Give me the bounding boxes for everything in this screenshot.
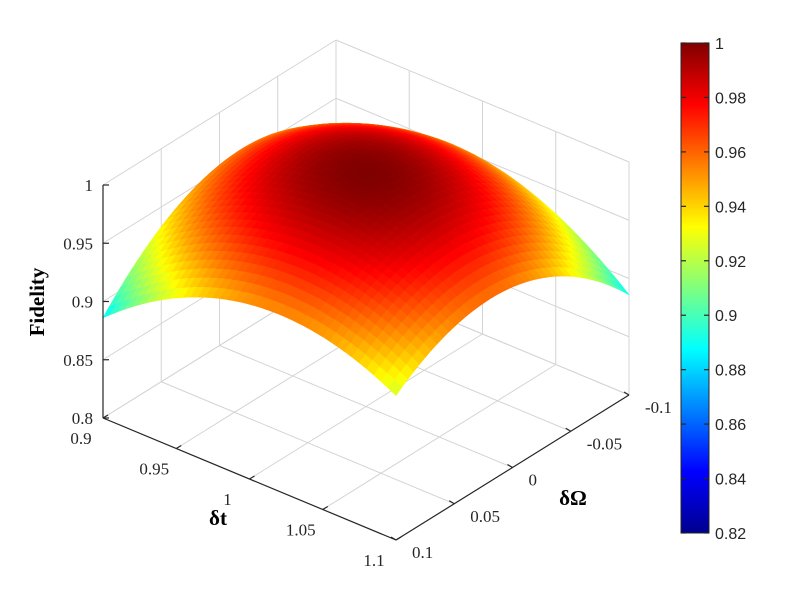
colorbar-gradient — [680, 42, 710, 534]
colorbar-tick-label: 0.96 — [715, 145, 746, 162]
colorbar-tick-label: 0.88 — [715, 363, 746, 380]
z-tick-label: 0.85 — [63, 351, 93, 370]
y-tick-mark — [390, 536, 397, 541]
colorbar-tick-label: 0.82 — [715, 526, 746, 543]
z-tick-label: 1 — [85, 176, 94, 195]
floor-gridline — [161, 381, 455, 505]
floor-gridline — [219, 345, 513, 468]
wall-gridline — [102, 39, 337, 186]
x-tick-label: 0.95 — [139, 460, 169, 479]
x-tick-label: 1.05 — [286, 521, 316, 540]
colorbar-tick-label: 0.94 — [715, 199, 746, 216]
colorbar-tick-label: 0.98 — [715, 90, 746, 107]
z-tick-label: 0.95 — [63, 234, 93, 253]
fidelity-surface — [102, 122, 630, 396]
x-tick-mark — [322, 505, 329, 511]
wall-gridline — [335, 39, 630, 163]
z-tick-label: 0.9 — [72, 293, 93, 312]
y-tick-label: 0.05 — [470, 507, 500, 526]
y-tick-mark — [565, 427, 572, 432]
x-axis-label: δt — [209, 506, 227, 530]
x-tick-label: 1 — [223, 490, 232, 509]
y-tick-label: 0 — [529, 471, 538, 490]
y-tick-label: -0.1 — [645, 398, 672, 417]
y-axis-label: δΩ — [559, 486, 587, 510]
y-tick-label: -0.05 — [587, 434, 622, 453]
z-tick-label: 0.8 — [72, 409, 93, 428]
colorbar-tick-label: 0.84 — [715, 472, 746, 489]
tick-labels: 0.9 0.95 1 1.05 1.1 -0.1 -0.05 0 0.05 0.1 0.8 0.85 0… — [63, 176, 672, 570]
x-tick-mark — [175, 444, 182, 450]
x-tick-label: 1.1 — [363, 551, 384, 570]
colorbar-tick-label: 0.92 — [715, 254, 746, 271]
z-axis-label: Fidelity — [25, 267, 49, 336]
colorbar-tick-label: 1 — [715, 36, 724, 53]
y-tick-mark — [623, 391, 630, 396]
x-tick-mark — [395, 536, 402, 541]
y-tick-mark — [448, 500, 455, 505]
x-tick-mark — [249, 475, 255, 480]
colorbar-ticks: 0.82 0.84 0.86 0.88 0.9 0.92 0.94 0.96 0.98 1 — [681, 36, 746, 543]
colorbar-tick-label: 0.9 — [715, 308, 737, 325]
surface-patch — [388, 379, 403, 396]
x-tick-label: 0.9 — [70, 429, 91, 448]
y-tick-label: 0.1 — [412, 543, 433, 562]
colorbar-tick-label: 0.86 — [715, 417, 746, 434]
y-tick-mark — [507, 463, 513, 469]
colorbar: 0.82 0.84 0.86 0.88 0.9 0.92 0.94 0.96 0.98 1 — [680, 36, 746, 543]
